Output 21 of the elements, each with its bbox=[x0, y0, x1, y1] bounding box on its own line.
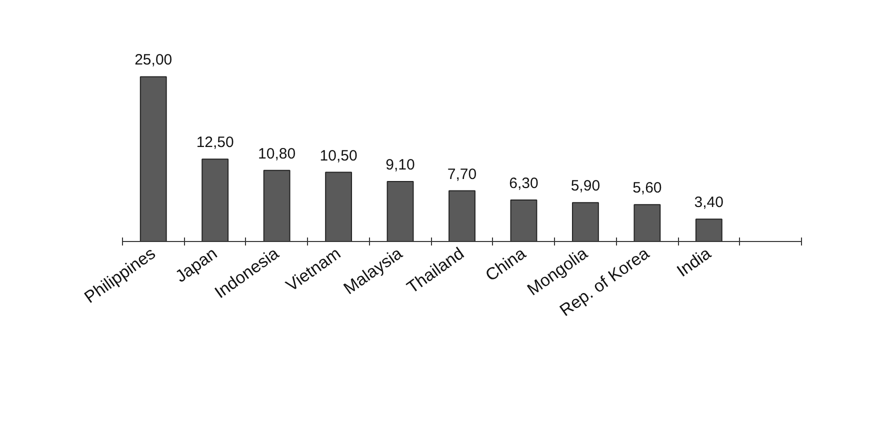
bar bbox=[140, 76, 167, 242]
data-label: 25,00 bbox=[134, 52, 172, 69]
bar bbox=[263, 170, 290, 242]
bar bbox=[510, 199, 538, 242]
data-label: 3,40 bbox=[694, 194, 724, 212]
bar bbox=[634, 204, 661, 242]
data-label: 10,50 bbox=[320, 147, 358, 164]
x-tick-label: India bbox=[673, 243, 715, 281]
data-label: 10,80 bbox=[258, 145, 296, 162]
bar bbox=[695, 218, 722, 242]
bar bbox=[386, 181, 414, 242]
bar bbox=[572, 202, 599, 242]
bar bbox=[202, 158, 229, 242]
bar bbox=[448, 190, 476, 242]
data-label: 5,60 bbox=[632, 180, 662, 197]
data-label: 6,30 bbox=[509, 174, 538, 192]
data-label: 12,50 bbox=[196, 134, 234, 152]
bar bbox=[325, 172, 352, 242]
data-label: 7,70 bbox=[447, 166, 477, 183]
data-label: 5,90 bbox=[570, 178, 600, 195]
data-label: 9,10 bbox=[386, 156, 415, 174]
